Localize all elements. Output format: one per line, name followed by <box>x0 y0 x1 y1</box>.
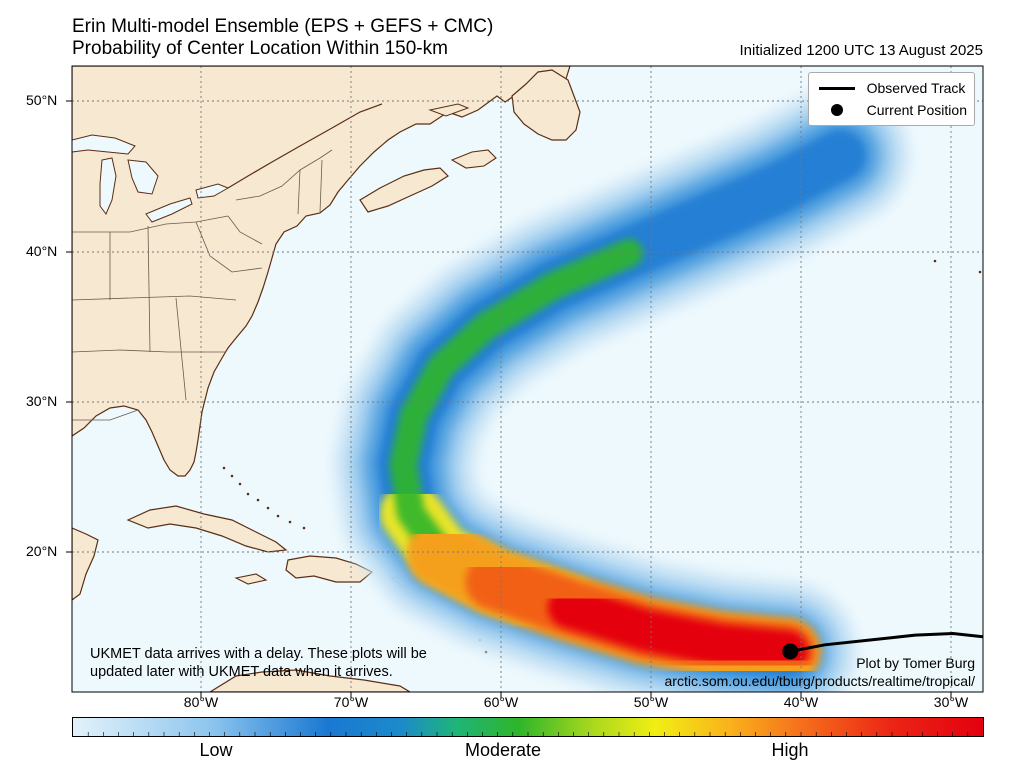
lon-label-60w: 60°W <box>483 694 519 710</box>
lon-label-40w: 40°W <box>783 694 819 710</box>
probability-colorbar <box>72 717 984 737</box>
land-hispaniola <box>285 555 374 583</box>
legend-observed-track: Observed Track <box>818 77 967 99</box>
chart-title: Erin Multi-model Ensemble (EPS + GEFS + … <box>72 16 494 37</box>
colorbar-label-moderate: Moderate <box>464 740 542 760</box>
observed-track-line <box>790 631 983 653</box>
map-legend: Observed Track Current Position <box>807 72 975 126</box>
init-time: Initialized 1200 UTC 13 August 2025 <box>739 42 984 59</box>
political-borders <box>72 149 333 421</box>
axis-ticks <box>66 100 952 698</box>
graticule <box>72 66 983 692</box>
lat-label-20n: 20°N <box>26 543 58 559</box>
plot-credit: Plot by Tomer Burg arctic.som.ou.edu/tbu… <box>665 654 975 690</box>
lake-michigan <box>99 157 117 215</box>
track-line-swatch <box>818 86 855 90</box>
lon-label-50w: 50°W <box>633 694 669 710</box>
lake-erie <box>145 197 193 223</box>
map-frame <box>71 65 984 693</box>
land-nova-scotia <box>359 167 449 213</box>
colorbar-label-low: Low <box>199 740 233 760</box>
ukmet-note-line2: updated later with UKMET data when it ar… <box>90 664 393 680</box>
land-cuba <box>126 505 288 553</box>
lon-label-30w: 30°W <box>933 694 969 710</box>
lon-label-70w: 70°W <box>333 694 369 710</box>
lake-huron <box>127 159 159 195</box>
ukmet-note-line1: UKMET data arrives with a delay. These p… <box>90 646 427 662</box>
lon-label-80w: 80°W <box>183 694 219 710</box>
land-south-america <box>208 669 412 692</box>
chart-subtitle: Probability of Center Location Within 15… <box>72 38 448 59</box>
colorbar-label-high: High <box>771 740 809 760</box>
land-cape-breton <box>450 149 497 169</box>
ukmet-note: UKMET data arrives with a delay. These p… <box>90 645 427 681</box>
lake-superior <box>72 134 136 155</box>
lat-label-30n: 30°N <box>26 393 58 409</box>
probability-swath <box>333 85 910 692</box>
position-dot-swatch <box>830 104 843 116</box>
legend-current-position: Current Position <box>819 99 967 121</box>
lake-ontario <box>195 183 230 199</box>
credit-author: Plot by Tomer Burg <box>856 655 975 671</box>
st-lawrence <box>227 103 383 189</box>
land-central-america <box>72 527 99 601</box>
land-newfoundland <box>511 69 581 141</box>
credit-url: arctic.som.ou.edu/tburg/products/realtim… <box>664 673 975 689</box>
lat-label-40n: 40°N <box>26 243 58 259</box>
current-position-marker <box>782 643 799 660</box>
land-anticosti <box>428 103 470 117</box>
lat-label-50n: 50°N <box>26 92 58 108</box>
legend-current-position-label: Current Position <box>866 102 967 118</box>
legend-observed-track-label: Observed Track <box>866 80 966 96</box>
land-jamaica <box>234 573 268 585</box>
